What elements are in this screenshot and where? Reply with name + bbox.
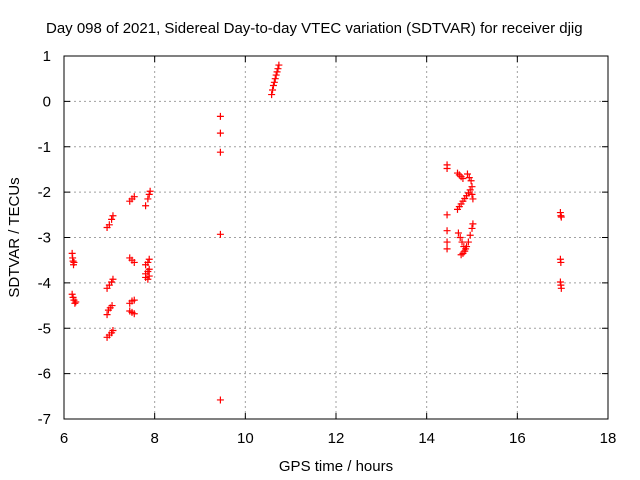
- data-point: [144, 195, 152, 203]
- data-point: [108, 302, 116, 310]
- x-tick-label: 18: [600, 430, 617, 447]
- data-point: [145, 265, 153, 273]
- data-point: [269, 86, 277, 94]
- data-point: [72, 298, 80, 306]
- data-point: [108, 215, 116, 223]
- data-point: [557, 213, 565, 221]
- data-point: [465, 174, 473, 182]
- data-point: [269, 81, 277, 89]
- data-point: [105, 221, 113, 229]
- data-point: [453, 169, 461, 177]
- x-tick-label: 16: [509, 430, 526, 447]
- data-point: [216, 112, 224, 120]
- chart-title: Day 098 of 2021, Sidereal Day-to-day VTE…: [46, 20, 583, 37]
- data-point: [443, 227, 451, 235]
- data-point: [457, 173, 465, 181]
- data-point: [142, 202, 150, 210]
- data-point: [468, 224, 476, 232]
- plot-frame: [63, 55, 609, 420]
- data-point: [443, 165, 451, 173]
- data-point: [468, 190, 476, 198]
- data-point: [468, 183, 476, 191]
- data-point: [271, 75, 279, 83]
- data-point: [459, 175, 467, 183]
- data-point: [463, 170, 471, 178]
- data-point: [458, 238, 466, 246]
- x-tick-label: 10: [237, 430, 254, 447]
- data-point: [443, 238, 451, 246]
- data-point: [455, 171, 463, 179]
- y-tick-label: -2: [38, 184, 51, 201]
- data-point: [466, 186, 474, 194]
- data-point: [557, 258, 565, 266]
- data-point: [144, 275, 152, 283]
- data-point: [146, 187, 154, 195]
- data-point: [463, 243, 471, 251]
- data-point: [469, 195, 477, 203]
- data-point: [103, 311, 111, 319]
- x-tick-label: 6: [60, 430, 68, 447]
- y-tick-label: 0: [43, 93, 51, 110]
- y-tick-label: 1: [43, 48, 51, 65]
- y-tick-label: -7: [38, 411, 51, 428]
- data-point: [216, 129, 224, 137]
- data-point: [270, 78, 278, 86]
- x-tick-label: 14: [418, 430, 435, 447]
- data-point: [145, 272, 153, 280]
- data-point: [216, 148, 224, 156]
- y-tick-label: -4: [38, 275, 51, 292]
- data-point: [68, 290, 76, 298]
- data-point: [216, 396, 224, 404]
- data-point: [454, 229, 462, 237]
- data-point: [216, 230, 224, 238]
- y-tick-label: -3: [38, 230, 51, 247]
- data-point: [130, 296, 138, 304]
- data-point: [275, 61, 283, 69]
- data-point: [274, 65, 282, 73]
- x-axis-title: GPS time / hours: [279, 458, 393, 475]
- data-point: [109, 212, 117, 220]
- y-tick-label: -6: [38, 366, 51, 383]
- data-point: [457, 251, 465, 259]
- data-point: [557, 284, 565, 292]
- data-point: [272, 71, 280, 79]
- data-point: [130, 193, 138, 201]
- y-tick-label: -1: [38, 139, 51, 156]
- data-point: [130, 258, 138, 266]
- data-point: [443, 211, 451, 219]
- data-point: [144, 258, 152, 266]
- data-point: [109, 275, 117, 283]
- data-point: [273, 68, 281, 76]
- x-tick-label: 12: [328, 430, 345, 447]
- data-point: [467, 177, 475, 185]
- data-point: [469, 220, 477, 228]
- data-point: [145, 255, 153, 263]
- data-point: [456, 234, 464, 241]
- y-tick-label: -5: [38, 320, 51, 337]
- data-point: [268, 91, 276, 99]
- data-point: [109, 327, 117, 335]
- x-tick-label: 8: [150, 430, 158, 447]
- data-point: [443, 245, 451, 253]
- data-point: [130, 310, 138, 318]
- data-point: [464, 238, 472, 246]
- data-point: [145, 190, 153, 198]
- data-point: [466, 231, 474, 239]
- y-axis-title: SDTVAR / TECUs: [6, 177, 23, 297]
- data-point: [461, 247, 469, 255]
- data-point: [70, 258, 78, 266]
- data-point: [71, 299, 79, 307]
